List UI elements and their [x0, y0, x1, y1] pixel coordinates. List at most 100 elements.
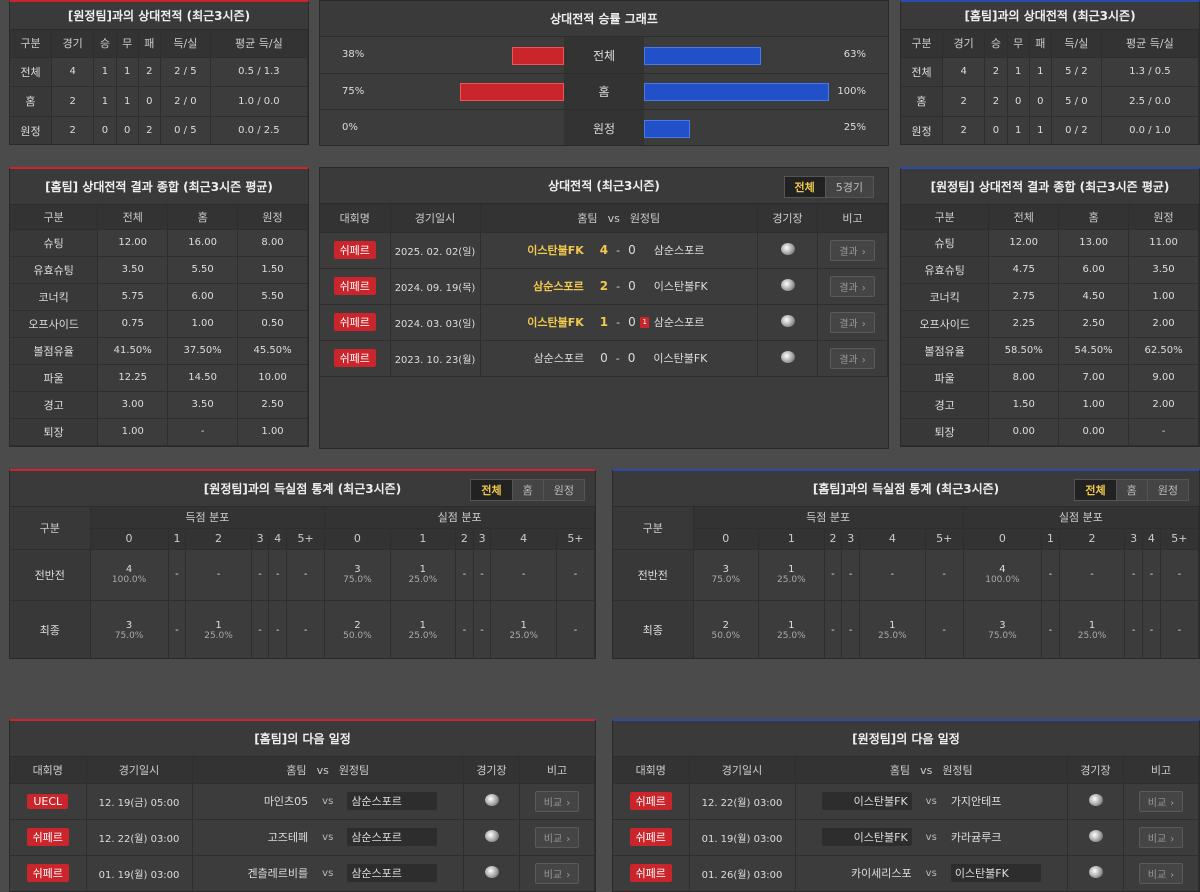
stadium-icon[interactable] [780, 314, 795, 327]
away-team: 삼순스포르 [347, 828, 438, 846]
stadium-icon[interactable] [1088, 865, 1103, 878]
tab-home[interactable]: 홈 [1117, 480, 1148, 500]
cell: 1.00 [1058, 391, 1130, 419]
column-header: 구분 [10, 30, 52, 58]
vs-label: vs [322, 795, 334, 807]
result-button[interactable]: 결과 › [830, 311, 875, 333]
distribution-cell: - [268, 549, 288, 601]
stadium-icon[interactable] [1088, 793, 1103, 806]
win-rate-graph: 38% 전체 63% 75% 홈 100% 0% 원정 25% [320, 37, 888, 145]
result-button[interactable]: 결과 › [830, 275, 875, 297]
column-header: 경기 [51, 30, 95, 58]
column-header: 무 [116, 30, 139, 58]
away-score: 0 [628, 279, 636, 293]
row-label: 원정 [10, 116, 52, 144]
distribution-cell: - [1041, 600, 1060, 658]
home-team: 삼순스포르 [533, 352, 585, 365]
distribution-cell: 3 75.0% [90, 600, 169, 658]
cell: 1 [1007, 116, 1030, 144]
tab-all[interactable]: 전체 [1075, 480, 1117, 500]
cell: 0 [1007, 86, 1030, 117]
table-row: 쉬페르 2023. 10. 23(월) 삼순스포르 0-0 이스탄불FK 결과 › [320, 340, 888, 377]
stadium-icon[interactable] [484, 829, 499, 842]
distribution-cell: 1 25.0% [390, 549, 457, 601]
result-button[interactable]: 결과 › [830, 239, 875, 261]
away-score: 0 [627, 351, 636, 365]
count: 1 [419, 619, 427, 631]
h2h-home-summary-table: 구분 경기 승 무 패 득/실 평균 득/실 전체 4 2 1 1 5 / 2 1.3 / 0.5 홈 2 2 0… [901, 30, 1199, 144]
table-row: 전체 4 1 1 2 2 / 5 0.5 / 1.3 [10, 57, 308, 87]
count: - [303, 569, 308, 580]
goal-count-header: 4 [1142, 528, 1161, 550]
compare-button[interactable]: 비교 › [534, 862, 580, 884]
compare-button[interactable]: 비교 › [534, 826, 580, 848]
column-header: 대회명 [613, 757, 690, 784]
away-team: 이스탄불FK [653, 352, 708, 365]
teams-cell: 카이세리스포 vs 이스탄불FK [795, 855, 1068, 891]
chevron-right-icon: › [861, 354, 866, 366]
cell: 1.00 [1128, 283, 1199, 311]
cell: 0.50 [237, 310, 308, 338]
league-cell: 쉬페르 [613, 855, 690, 891]
cell: 1.00 [237, 418, 308, 446]
goal-count-header: 2 [1059, 528, 1126, 550]
stadium-icon[interactable] [1088, 829, 1103, 842]
tab-away[interactable]: 원정 [553, 484, 574, 497]
tab-5-games[interactable]: 5경기 [835, 181, 863, 194]
stadium-icon[interactable] [780, 278, 795, 291]
column-header: 대회명 [10, 757, 87, 784]
compare-button[interactable]: 비교 › [1138, 862, 1184, 884]
row-label: 파울 [901, 364, 990, 392]
away-team: 삼순스포르 [347, 864, 438, 882]
stadium-icon[interactable] [780, 350, 795, 363]
stadium-icon[interactable] [484, 865, 499, 878]
scored-header: 득점 분포 [693, 507, 964, 529]
row-label: 슈팅 [901, 229, 990, 257]
cell: 2 [51, 116, 95, 144]
row-label: 경고 [10, 391, 99, 419]
compare-button[interactable]: 비교 › [534, 790, 580, 812]
away-stats-table: 구분 전체 홈 원정 슈팅 12.00 13.00 11.00 유효슈팅 4.75 6.00 3.50… [901, 205, 1199, 446]
count: 3 [999, 619, 1006, 631]
match-line: 이스탄불FK 4-0 삼순스포르 [481, 242, 758, 258]
stadium-icon[interactable] [484, 793, 499, 806]
stadium-icon[interactable] [780, 242, 795, 255]
vs-header: vs [920, 763, 933, 777]
tab-all[interactable]: 전체 [471, 480, 513, 500]
cell: 45.50% [237, 337, 308, 365]
column-header: 구분 [901, 30, 943, 58]
row-label: 전반전 [10, 549, 91, 601]
row-label: 퇴장 [901, 418, 990, 446]
cell: 6.00 [1058, 256, 1130, 284]
table-row: 오프사이드 0.75 1.00 0.50 [10, 310, 308, 338]
tab-away[interactable]: 원정 [1157, 484, 1178, 497]
conceded-header: 실점 분포 [324, 507, 595, 529]
distribution-cell: 2 50.0% [693, 600, 760, 658]
away-header: 원정팀 [629, 211, 661, 225]
header-row: 대회명 경기일시 홈팀 vs 원정팀 경기장 비고 [613, 757, 1199, 784]
row-label: 볼점유율 [10, 337, 99, 365]
compare-button[interactable]: 비교 › [1138, 826, 1184, 848]
percentage: 25.0% [878, 630, 907, 641]
graph-row: 75% 홈 100% [320, 74, 888, 110]
cell: 54.50% [1058, 337, 1130, 365]
goal-count-header: 0 [90, 528, 169, 550]
league-cell: 쉬페르 [320, 232, 391, 269]
tab-home[interactable]: 홈 [513, 480, 544, 500]
teams-cell: 삼순스포르 0-0 이스탄불FK [480, 340, 758, 377]
compare-button[interactable]: 비교 › [1138, 790, 1184, 812]
tab-all[interactable]: 전체 [784, 177, 826, 197]
table-row: 최종 3 75.0% -1 25.0% - - -2 50.0% 1 25.0% - -1 25.0% - [10, 600, 595, 658]
date-cell: 12. 22(월) 03:00 [689, 783, 796, 820]
panel-title: [홈팀]과의 상대전적 (최근3시즌) [901, 2, 1199, 30]
column-header: 경기 [942, 30, 986, 58]
note-cell: 결과 › [817, 232, 888, 269]
result-button[interactable]: 결과 › [830, 347, 875, 369]
cell: 13.00 [1058, 229, 1130, 257]
stadium-cell [1067, 819, 1124, 856]
count: 1 [788, 619, 795, 631]
count: - [573, 569, 578, 580]
distribution-cell: - [1142, 549, 1161, 601]
home-score: 1 [599, 315, 609, 329]
count: 1 [520, 619, 527, 631]
